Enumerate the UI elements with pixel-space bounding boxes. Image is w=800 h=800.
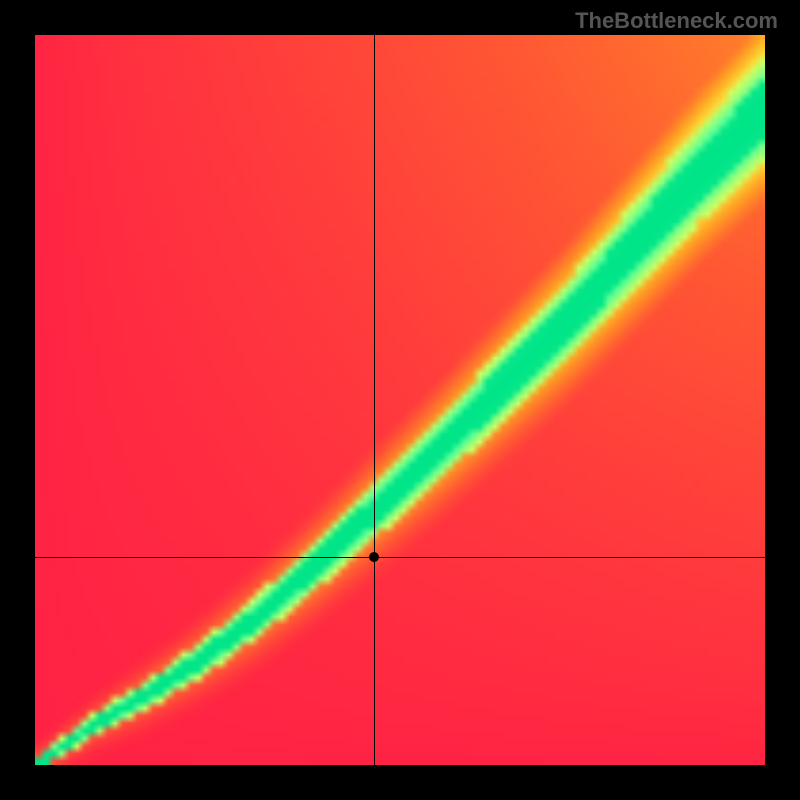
bottleneck-heatmap xyxy=(35,35,765,765)
watermark-text: TheBottleneck.com xyxy=(575,8,778,34)
heatmap-canvas xyxy=(35,35,765,765)
